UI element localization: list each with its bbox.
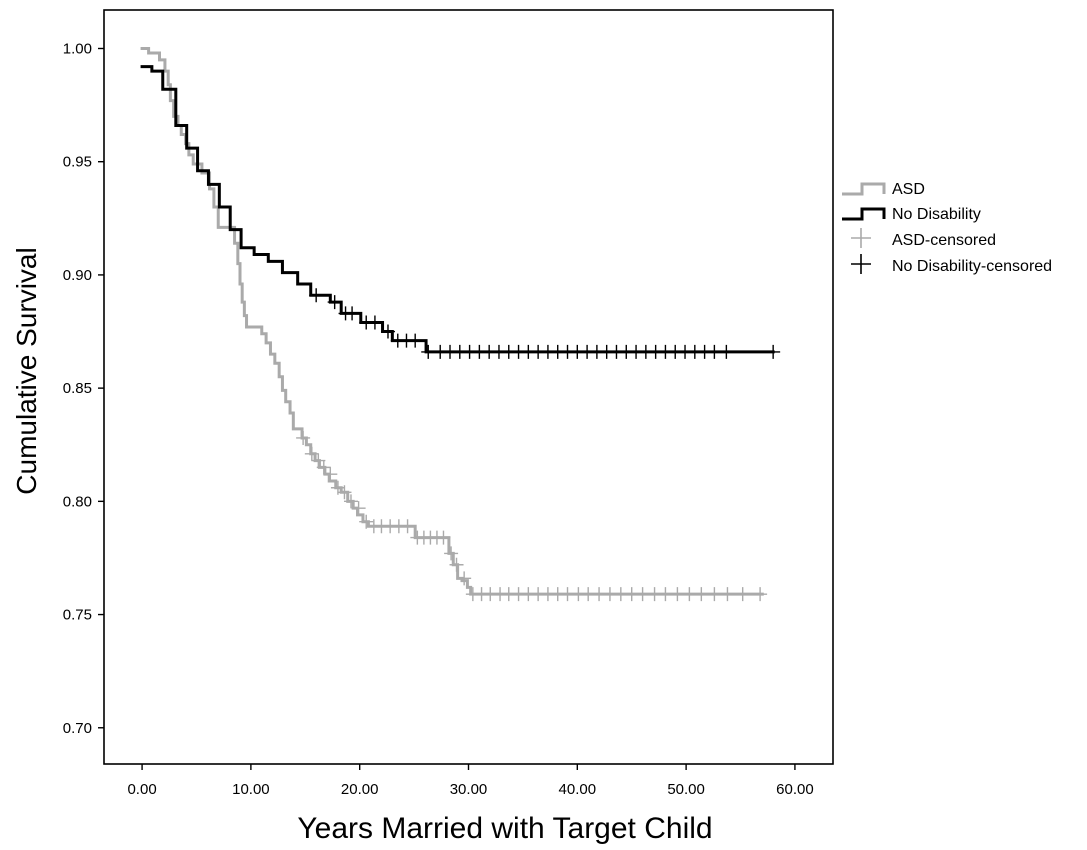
y-tick-label: 0.75 — [63, 607, 92, 624]
y-tick-label: 0.90 — [63, 267, 92, 284]
censor-mark-no-disability — [345, 306, 360, 321]
censor-mark-asd — [720, 587, 735, 602]
censor-mark-asd — [682, 587, 697, 602]
censor-mark-no-disability — [327, 295, 342, 310]
censor-mark-no-disability — [421, 344, 436, 359]
censor-mark-no-disability — [380, 324, 395, 339]
censor-mark-asd — [753, 587, 768, 602]
censor-mark-no-disability — [408, 333, 423, 348]
censor-mark-asd — [323, 467, 338, 482]
x-tick-label: 0.00 — [127, 781, 156, 798]
censor-mark-asd — [735, 587, 750, 602]
legend-label-no-disability-censored: No Disability-censored — [892, 258, 1052, 275]
x-axis-title: Years Married with Target Child — [297, 812, 712, 845]
censor-mark-asd — [351, 501, 366, 516]
censor-mark-asd — [359, 514, 374, 529]
legend-label-no-disability: No Disability — [892, 206, 981, 223]
censor-mark-no-disability — [309, 288, 324, 303]
y-tick-label: 0.70 — [63, 720, 92, 737]
censor-mark-asd — [670, 587, 685, 602]
censor-mark-no-disability — [367, 315, 382, 330]
censor-mark-asd — [449, 557, 464, 572]
series-line-no-disability — [140, 65, 775, 354]
censor-mark-asd — [311, 453, 326, 468]
x-tick-label: 30.00 — [450, 781, 488, 798]
legend-asd-swatch — [842, 182, 886, 196]
censor-mark-no-disability — [707, 344, 722, 359]
censor-mark-asd — [316, 460, 331, 475]
censor-mark-asd — [337, 485, 352, 500]
legend-asd-censored-marker — [851, 228, 871, 248]
legend-label-asd-censored: ASD-censored — [892, 232, 996, 249]
y-tick-label: 0.80 — [63, 493, 92, 510]
censor-mark-no-disability — [719, 344, 734, 359]
censor-mark-asd — [707, 587, 722, 602]
legend: ASD No Disability ASD-censored No Disabi… — [842, 181, 1052, 275]
x-tick-label: 60.00 — [776, 781, 814, 798]
censor-mark-asd — [457, 571, 472, 586]
legend-no-disability-censored-marker — [851, 254, 871, 274]
legend-label-asd: ASD — [892, 181, 925, 198]
censor-mark-asd — [304, 446, 319, 461]
plot-frame — [103, 9, 834, 765]
x-tick-label: 50.00 — [667, 781, 705, 798]
x-tick-label: 10.00 — [232, 781, 270, 798]
censor-mark-asd — [444, 546, 459, 561]
censor-mark-asd — [635, 587, 650, 602]
censor-mark-no-disability — [766, 344, 781, 359]
y-axis-title: Cumulative Survival — [11, 247, 42, 494]
censor-mark-asd — [343, 494, 358, 509]
censor-mark-asd — [694, 587, 709, 602]
y-tick-label: 0.95 — [63, 154, 92, 171]
censor-mark-asd — [400, 519, 415, 534]
series-line-asd — [140, 46, 764, 596]
x-axis-ticks: 0.00 10.00 20.00 30.00 40.00 50.00 60.00 — [127, 764, 814, 798]
censor-layer — [296, 288, 781, 602]
censor-mark-asd — [296, 430, 311, 445]
y-tick-label: 1.00 — [63, 40, 92, 57]
censor-mark-asd — [658, 587, 673, 602]
y-tick-label: 0.85 — [63, 380, 92, 397]
censor-mark-asd — [436, 530, 451, 545]
x-tick-label: 40.00 — [559, 781, 597, 798]
legend-no-disability-swatch — [842, 207, 886, 221]
y-axis-ticks: 0.70 0.75 0.80 0.85 0.90 0.95 1.00 — [63, 40, 104, 737]
x-tick-label: 20.00 — [341, 781, 379, 798]
series-layer — [140, 46, 775, 596]
